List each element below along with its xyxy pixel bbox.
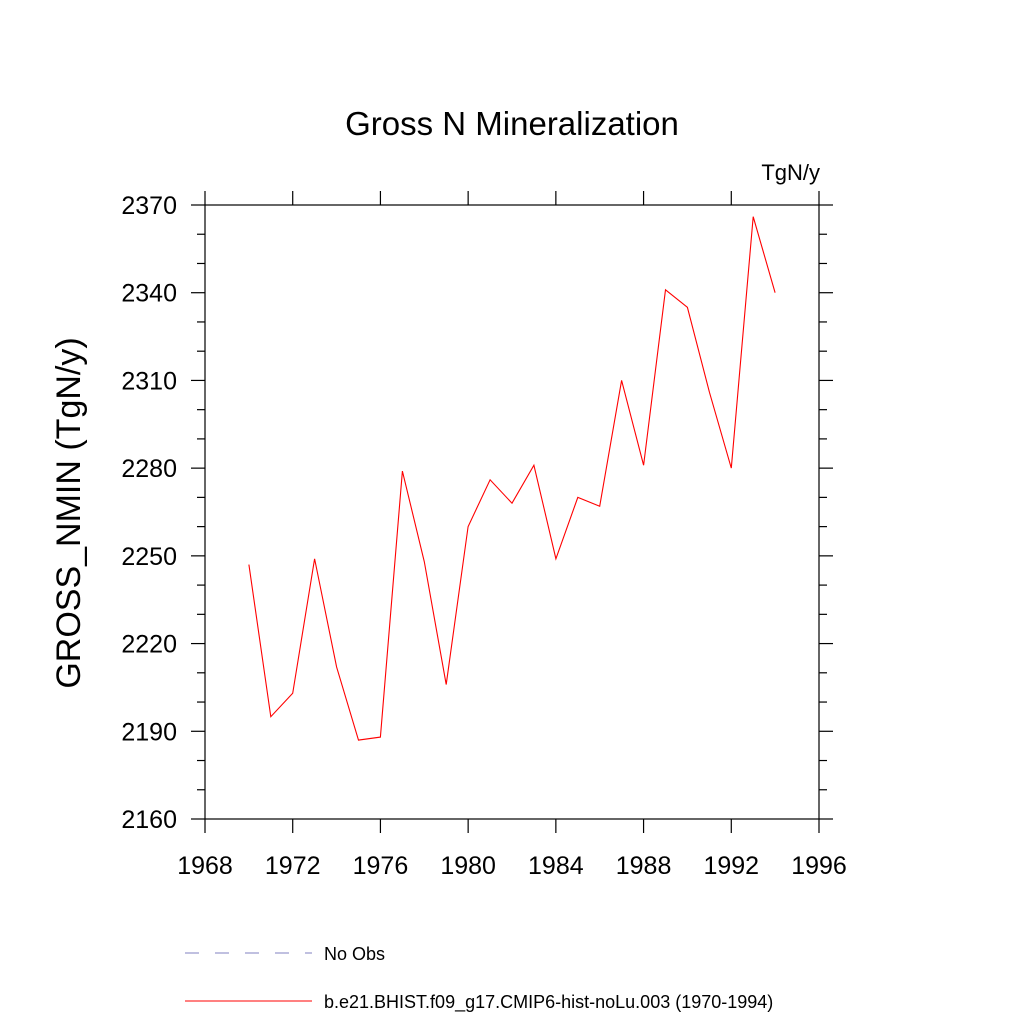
x-tick-label: 1980 (440, 852, 496, 880)
x-tick-label: 1992 (703, 852, 759, 880)
x-tick-label: 1996 (791, 852, 847, 880)
x-tick-label: 1988 (616, 852, 672, 880)
y-tick-labels: 2160 2190 2220 2250 2280 2310 2340 2370 (121, 192, 177, 834)
series-lines (248, 216, 776, 741)
x-tick-label: 1976 (353, 852, 409, 880)
y-tick-label: 2220 (121, 631, 177, 659)
series-line-1 (248, 216, 776, 741)
plot-frame (204, 204, 820, 820)
legend: No Obs b.e21.BHIST.f09_g17.CMIP6-hist-noL… (185, 944, 773, 1013)
y-tick-label: 2190 (121, 718, 177, 746)
y-tick-label: 2340 (121, 280, 177, 308)
x-tick-labels: 1968 1972 1976 1980 1984 1988 1992 1996 (177, 852, 847, 880)
axis-ticks (191, 191, 833, 833)
x-tick-label: 1984 (528, 852, 584, 880)
x-tick-label: 1968 (177, 852, 233, 880)
y-axis-label: GROSS_NMIN (TgN/y) (50, 337, 88, 688)
y-tick-label: 2250 (121, 543, 177, 571)
chart-title: Gross N Mineralization (345, 105, 679, 142)
legend-label-1: b.e21.BHIST.f09_g17.CMIP6-hist-noLu.003 … (324, 992, 773, 1013)
y-tick-label: 2280 (121, 455, 177, 483)
y-tick-label: 2370 (121, 192, 177, 220)
legend-label-0: No Obs (324, 944, 385, 964)
units-label: TgN/y (761, 160, 820, 185)
x-tick-label: 1972 (265, 852, 321, 880)
y-tick-label: 2160 (121, 806, 177, 834)
y-tick-label: 2310 (121, 367, 177, 395)
